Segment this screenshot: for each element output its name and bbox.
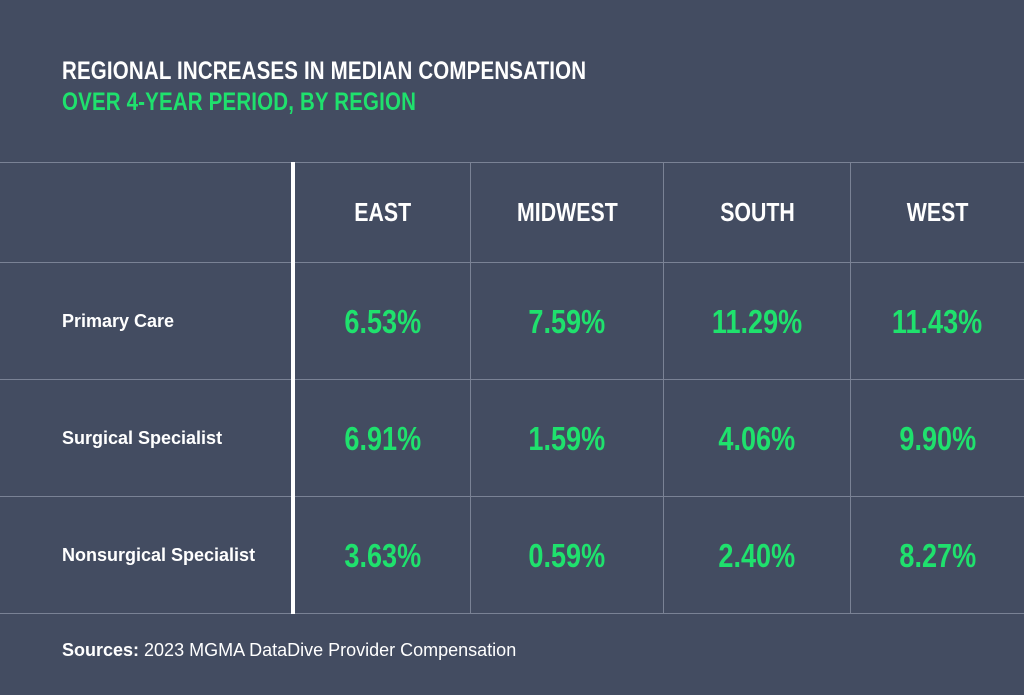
sources-label: Sources: xyxy=(62,640,139,660)
table-cell: 3.63% xyxy=(295,497,470,614)
chart-title-block: REGIONAL INCREASES IN MEDIAN COMPENSATIO… xyxy=(62,56,701,118)
chart-subtitle: OVER 4-YEAR PERIOD, BY REGION xyxy=(62,87,586,118)
chart-title: REGIONAL INCREASES IN MEDIAN COMPENSATIO… xyxy=(62,56,586,87)
table-cell: 2.40% xyxy=(664,497,850,614)
sources-note: Sources: 2023 MGMA DataDive Provider Com… xyxy=(62,640,516,661)
table-cell: 11.43% xyxy=(851,263,1024,380)
column-header-south: SOUTH xyxy=(664,162,850,262)
row-label-primary-care: Primary Care xyxy=(62,263,174,380)
row-label-nonsurgical-specialist: Nonsurgical Specialist xyxy=(62,497,255,614)
column-header-midwest: MIDWEST xyxy=(471,162,663,262)
column-header-east: EAST xyxy=(295,162,470,262)
table-cell: 0.59% xyxy=(471,497,663,614)
table-cell: 9.90% xyxy=(851,380,1024,497)
table-cell: 6.91% xyxy=(295,380,470,497)
table-cell: 7.59% xyxy=(471,263,663,380)
row-label-surgical-specialist: Surgical Specialist xyxy=(62,380,222,497)
table-cell: 11.29% xyxy=(664,263,850,380)
table-cell: 4.06% xyxy=(664,380,850,497)
table-cell: 1.59% xyxy=(471,380,663,497)
sources-text: 2023 MGMA DataDive Provider Compensation xyxy=(139,640,516,660)
column-header-west: WEST xyxy=(851,162,1024,262)
compensation-table: EAST MIDWEST SOUTH WEST Primary Care 6.5… xyxy=(0,162,1024,614)
table-cell: 8.27% xyxy=(851,497,1024,614)
table-cell: 6.53% xyxy=(295,263,470,380)
